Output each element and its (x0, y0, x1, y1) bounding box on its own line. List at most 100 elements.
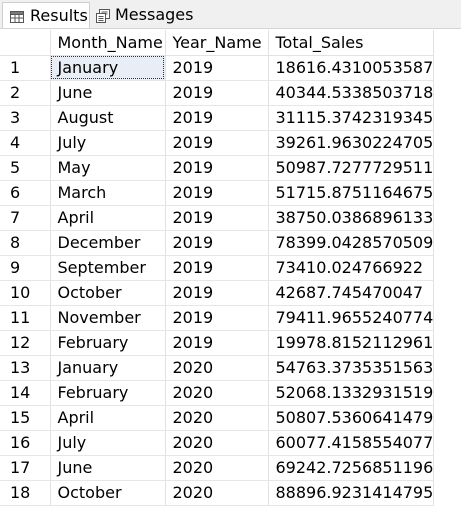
cell-total-sales[interactable]: 18616.4310053587 (268, 55, 435, 81)
cell-year-name[interactable]: 2019 (165, 55, 269, 81)
row-number[interactable]: 4 (0, 130, 51, 156)
cell-total-sales[interactable]: 19978.8152112961 (268, 330, 435, 356)
cell-month-name[interactable]: June (50, 455, 166, 481)
cell-month-name[interactable]: July (50, 430, 166, 456)
cell-total-sales[interactable]: 38750.0386896133 (268, 205, 435, 231)
cell-year-name[interactable]: 2019 (165, 255, 269, 281)
cell-year-name[interactable]: 2019 (165, 80, 269, 106)
column-header-total-sales[interactable]: Total_Sales (268, 30, 435, 56)
row-number-header[interactable] (0, 30, 51, 56)
table-row[interactable]: 5 May 2019 50987.7277729511 (0, 155, 435, 181)
cell-total-sales[interactable]: 78399.0428570509 (268, 230, 435, 256)
cell-year-name[interactable]: 2019 (165, 205, 269, 231)
cell-month-name[interactable]: March (50, 180, 166, 206)
row-number[interactable]: 7 (0, 205, 51, 231)
cell-year-name[interactable]: 2020 (165, 380, 269, 406)
table-row[interactable]: 11 November 2019 79411.9655240774 (0, 305, 435, 331)
cell-year-name[interactable]: 2020 (165, 430, 269, 456)
table-row[interactable]: 17 June 2020 69242.7256851196 (0, 455, 435, 481)
table-row[interactable]: 18 October 2020 88896.9231414795 (0, 480, 435, 506)
row-number[interactable]: 6 (0, 180, 51, 206)
tab-results[interactable]: Results (2, 2, 90, 28)
table-row[interactable]: 7 April 2019 38750.0386896133 (0, 205, 435, 231)
table-row[interactable]: 4 July 2019 39261.9630224705 (0, 130, 435, 156)
row-number[interactable]: 18 (0, 480, 51, 506)
cell-month-name[interactable]: August (50, 105, 166, 131)
cell-year-name[interactable]: 2020 (165, 405, 269, 431)
cell-total-sales[interactable]: 40344.5338503718 (268, 80, 435, 106)
row-number[interactable]: 13 (0, 355, 51, 381)
cell-month-name[interactable]: April (50, 205, 166, 231)
cell-year-name[interactable]: 2019 (165, 230, 269, 256)
cell-month-name[interactable]: November (50, 305, 166, 331)
row-number[interactable]: 1 (0, 55, 51, 81)
row-number[interactable]: 14 (0, 380, 51, 406)
cell-total-sales[interactable]: 31115.3742319345 (268, 105, 435, 131)
table-row[interactable]: 1 January 2019 18616.4310053587 (0, 55, 435, 81)
table-row[interactable]: 8 December 2019 78399.0428570509 (0, 230, 435, 256)
cell-total-sales[interactable]: 39261.9630224705 (268, 130, 435, 156)
table-row[interactable]: 3 August 2019 31115.3742319345 (0, 105, 435, 131)
cell-total-sales[interactable]: 50987.7277729511 (268, 155, 435, 181)
cell-total-sales[interactable]: 50807.5360641479 (268, 405, 435, 431)
row-number[interactable]: 9 (0, 255, 51, 281)
cell-month-name[interactable]: May (50, 155, 166, 181)
cell-year-name[interactable]: 2019 (165, 155, 269, 181)
column-header-month-name[interactable]: Month_Name (50, 30, 166, 56)
row-number[interactable]: 17 (0, 455, 51, 481)
cell-total-sales[interactable]: 51715.8751164675 (268, 180, 435, 206)
cell-year-name[interactable]: 2020 (165, 455, 269, 481)
table-row[interactable]: 16 July 2020 60077.4158554077 (0, 430, 435, 456)
cell-month-name[interactable]: January (50, 55, 166, 81)
cell-total-sales[interactable]: 79411.9655240774 (268, 305, 435, 331)
cell-month-name[interactable]: April (50, 405, 166, 431)
cell-total-sales[interactable]: 88896.9231414795 (268, 480, 435, 506)
cell-total-sales[interactable]: 73410.024766922 (268, 255, 435, 281)
cell-year-name[interactable]: 2019 (165, 105, 269, 131)
cell-total-sales[interactable]: 54763.3735351563 (268, 355, 435, 381)
table-row[interactable]: 14 February 2020 52068.1332931519 (0, 380, 435, 406)
row-number[interactable]: 10 (0, 280, 51, 306)
row-number[interactable]: 15 (0, 405, 51, 431)
cell-total-sales[interactable]: 52068.1332931519 (268, 380, 435, 406)
row-number[interactable]: 11 (0, 305, 51, 331)
cell-month-name[interactable]: September (50, 255, 166, 281)
table-row[interactable]: 13 January 2020 54763.3735351563 (0, 355, 435, 381)
cell-total-sales[interactable]: 60077.4158554077 (268, 430, 435, 456)
cell-year-name[interactable]: 2019 (165, 280, 269, 306)
row-number[interactable]: 12 (0, 330, 51, 356)
cell-year-name[interactable]: 2019 (165, 305, 269, 331)
table-row[interactable]: 10 October 2019 42687.745470047 (0, 280, 435, 306)
cell-month-name[interactable]: October (50, 280, 166, 306)
row-number[interactable]: 5 (0, 155, 51, 181)
cell-total-sales[interactable]: 69242.7256851196 (268, 455, 435, 481)
cell-month-name[interactable]: February (50, 330, 166, 356)
column-header-year-name[interactable]: Year_Name (165, 30, 269, 56)
row-number[interactable]: 8 (0, 230, 51, 256)
cell-month-name[interactable]: February (50, 380, 166, 406)
cell-month-name[interactable]: January (50, 355, 166, 381)
table-row[interactable]: 9 September 2019 73410.024766922 (0, 255, 435, 281)
table-row[interactable]: 15 April 2020 50807.5360641479 (0, 405, 435, 431)
cell-month-name[interactable]: June (50, 80, 166, 106)
cell-year-name[interactable]: 2019 (165, 130, 269, 156)
cell-year-name[interactable]: 2019 (165, 180, 269, 206)
tab-messages-label: Messages (115, 5, 194, 24)
tab-messages[interactable]: Messages (92, 2, 194, 27)
tab-results-label: Results (30, 6, 88, 25)
row-number[interactable]: 3 (0, 105, 51, 131)
results-tab-bar: Results Messages (0, 0, 461, 29)
table-row[interactable]: 6 March 2019 51715.8751164675 (0, 180, 435, 206)
cell-month-name[interactable]: December (50, 230, 166, 256)
cell-year-name[interactable]: 2019 (165, 330, 269, 356)
row-number[interactable]: 2 (0, 80, 51, 106)
cell-month-name[interactable]: October (50, 480, 166, 506)
cell-year-name[interactable]: 2020 (165, 480, 269, 506)
cell-total-sales[interactable]: 42687.745470047 (268, 280, 435, 306)
messages-icon (96, 8, 110, 23)
cell-month-name[interactable]: July (50, 130, 166, 156)
row-number[interactable]: 16 (0, 430, 51, 456)
table-row[interactable]: 12 February 2019 19978.8152112961 (0, 330, 435, 356)
table-row[interactable]: 2 June 2019 40344.5338503718 (0, 80, 435, 106)
cell-year-name[interactable]: 2020 (165, 355, 269, 381)
